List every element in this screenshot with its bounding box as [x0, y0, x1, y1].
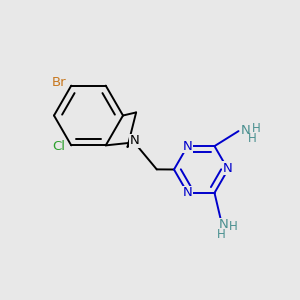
Text: N: N — [183, 186, 192, 200]
Text: N: N — [223, 161, 233, 175]
Text: N: N — [183, 140, 192, 153]
Text: N: N — [129, 134, 139, 147]
Text: Cl: Cl — [52, 140, 65, 153]
Text: H: H — [217, 228, 226, 241]
Text: H: H — [229, 220, 238, 233]
Text: Br: Br — [51, 76, 66, 89]
Text: N: N — [241, 124, 251, 137]
Text: H: H — [251, 122, 260, 135]
Text: H: H — [248, 132, 256, 145]
Text: N: N — [219, 218, 228, 232]
